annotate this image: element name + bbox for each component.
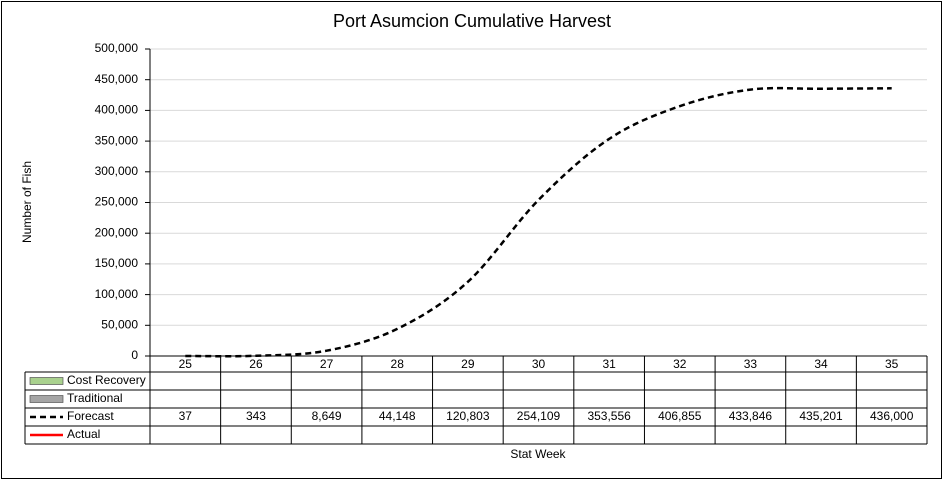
x-tick-label: 31 [602,357,616,371]
x-tick-label: 26 [249,357,263,371]
table-value: 406,855 [658,409,702,423]
y-axis-label: Number of Fish [20,161,34,243]
x-tick-label: 25 [179,357,193,371]
x-tick-label: 34 [814,357,828,371]
table-value: 44,148 [379,409,416,423]
x-tick-label: 35 [885,357,899,371]
legend-key [29,395,64,403]
legend-label: Cost Recovery [67,373,146,387]
table-value: 433,846 [729,409,773,423]
table-value: 436,000 [870,409,914,423]
x-tick-label: 32 [673,357,687,371]
legend-label: Traditional [67,391,123,405]
y-tick-label: 100,000 [95,287,139,301]
table-value: 8,649 [312,409,342,423]
y-tick-label: 0 [131,348,138,362]
y-tick-label: 500,000 [95,41,139,55]
y-tick-label: 450,000 [95,72,139,86]
table-value: 254,109 [517,409,561,423]
chart-title: Port Asumcion Cumulative Harvest [333,11,611,31]
y-tick-label: 400,000 [95,103,139,117]
y-tick-label: 50,000 [101,317,138,331]
table-value: 120,803 [446,409,490,423]
legend-label: Forecast [67,409,114,423]
x-tick-label: 30 [532,357,546,371]
legend-label: Actual [67,427,100,441]
legend-key [29,377,64,385]
table-value: 343 [246,409,266,423]
y-tick-label: 350,000 [95,133,139,147]
y-tick-label: 150,000 [95,256,139,270]
table-value: 37 [179,409,193,423]
y-tick-label: 200,000 [95,225,139,239]
x-tick-label: 27 [320,357,334,371]
x-axis-label: Stat Week [510,447,566,461]
x-tick-label: 28 [391,357,405,371]
y-tick-label: 300,000 [95,164,139,178]
x-tick-label: 33 [744,357,758,371]
table-value: 435,201 [799,409,843,423]
table-value: 353,556 [587,409,631,423]
y-tick-label: 250,000 [95,195,139,209]
x-tick-label: 29 [461,357,475,371]
forecast-line [185,86,892,358]
